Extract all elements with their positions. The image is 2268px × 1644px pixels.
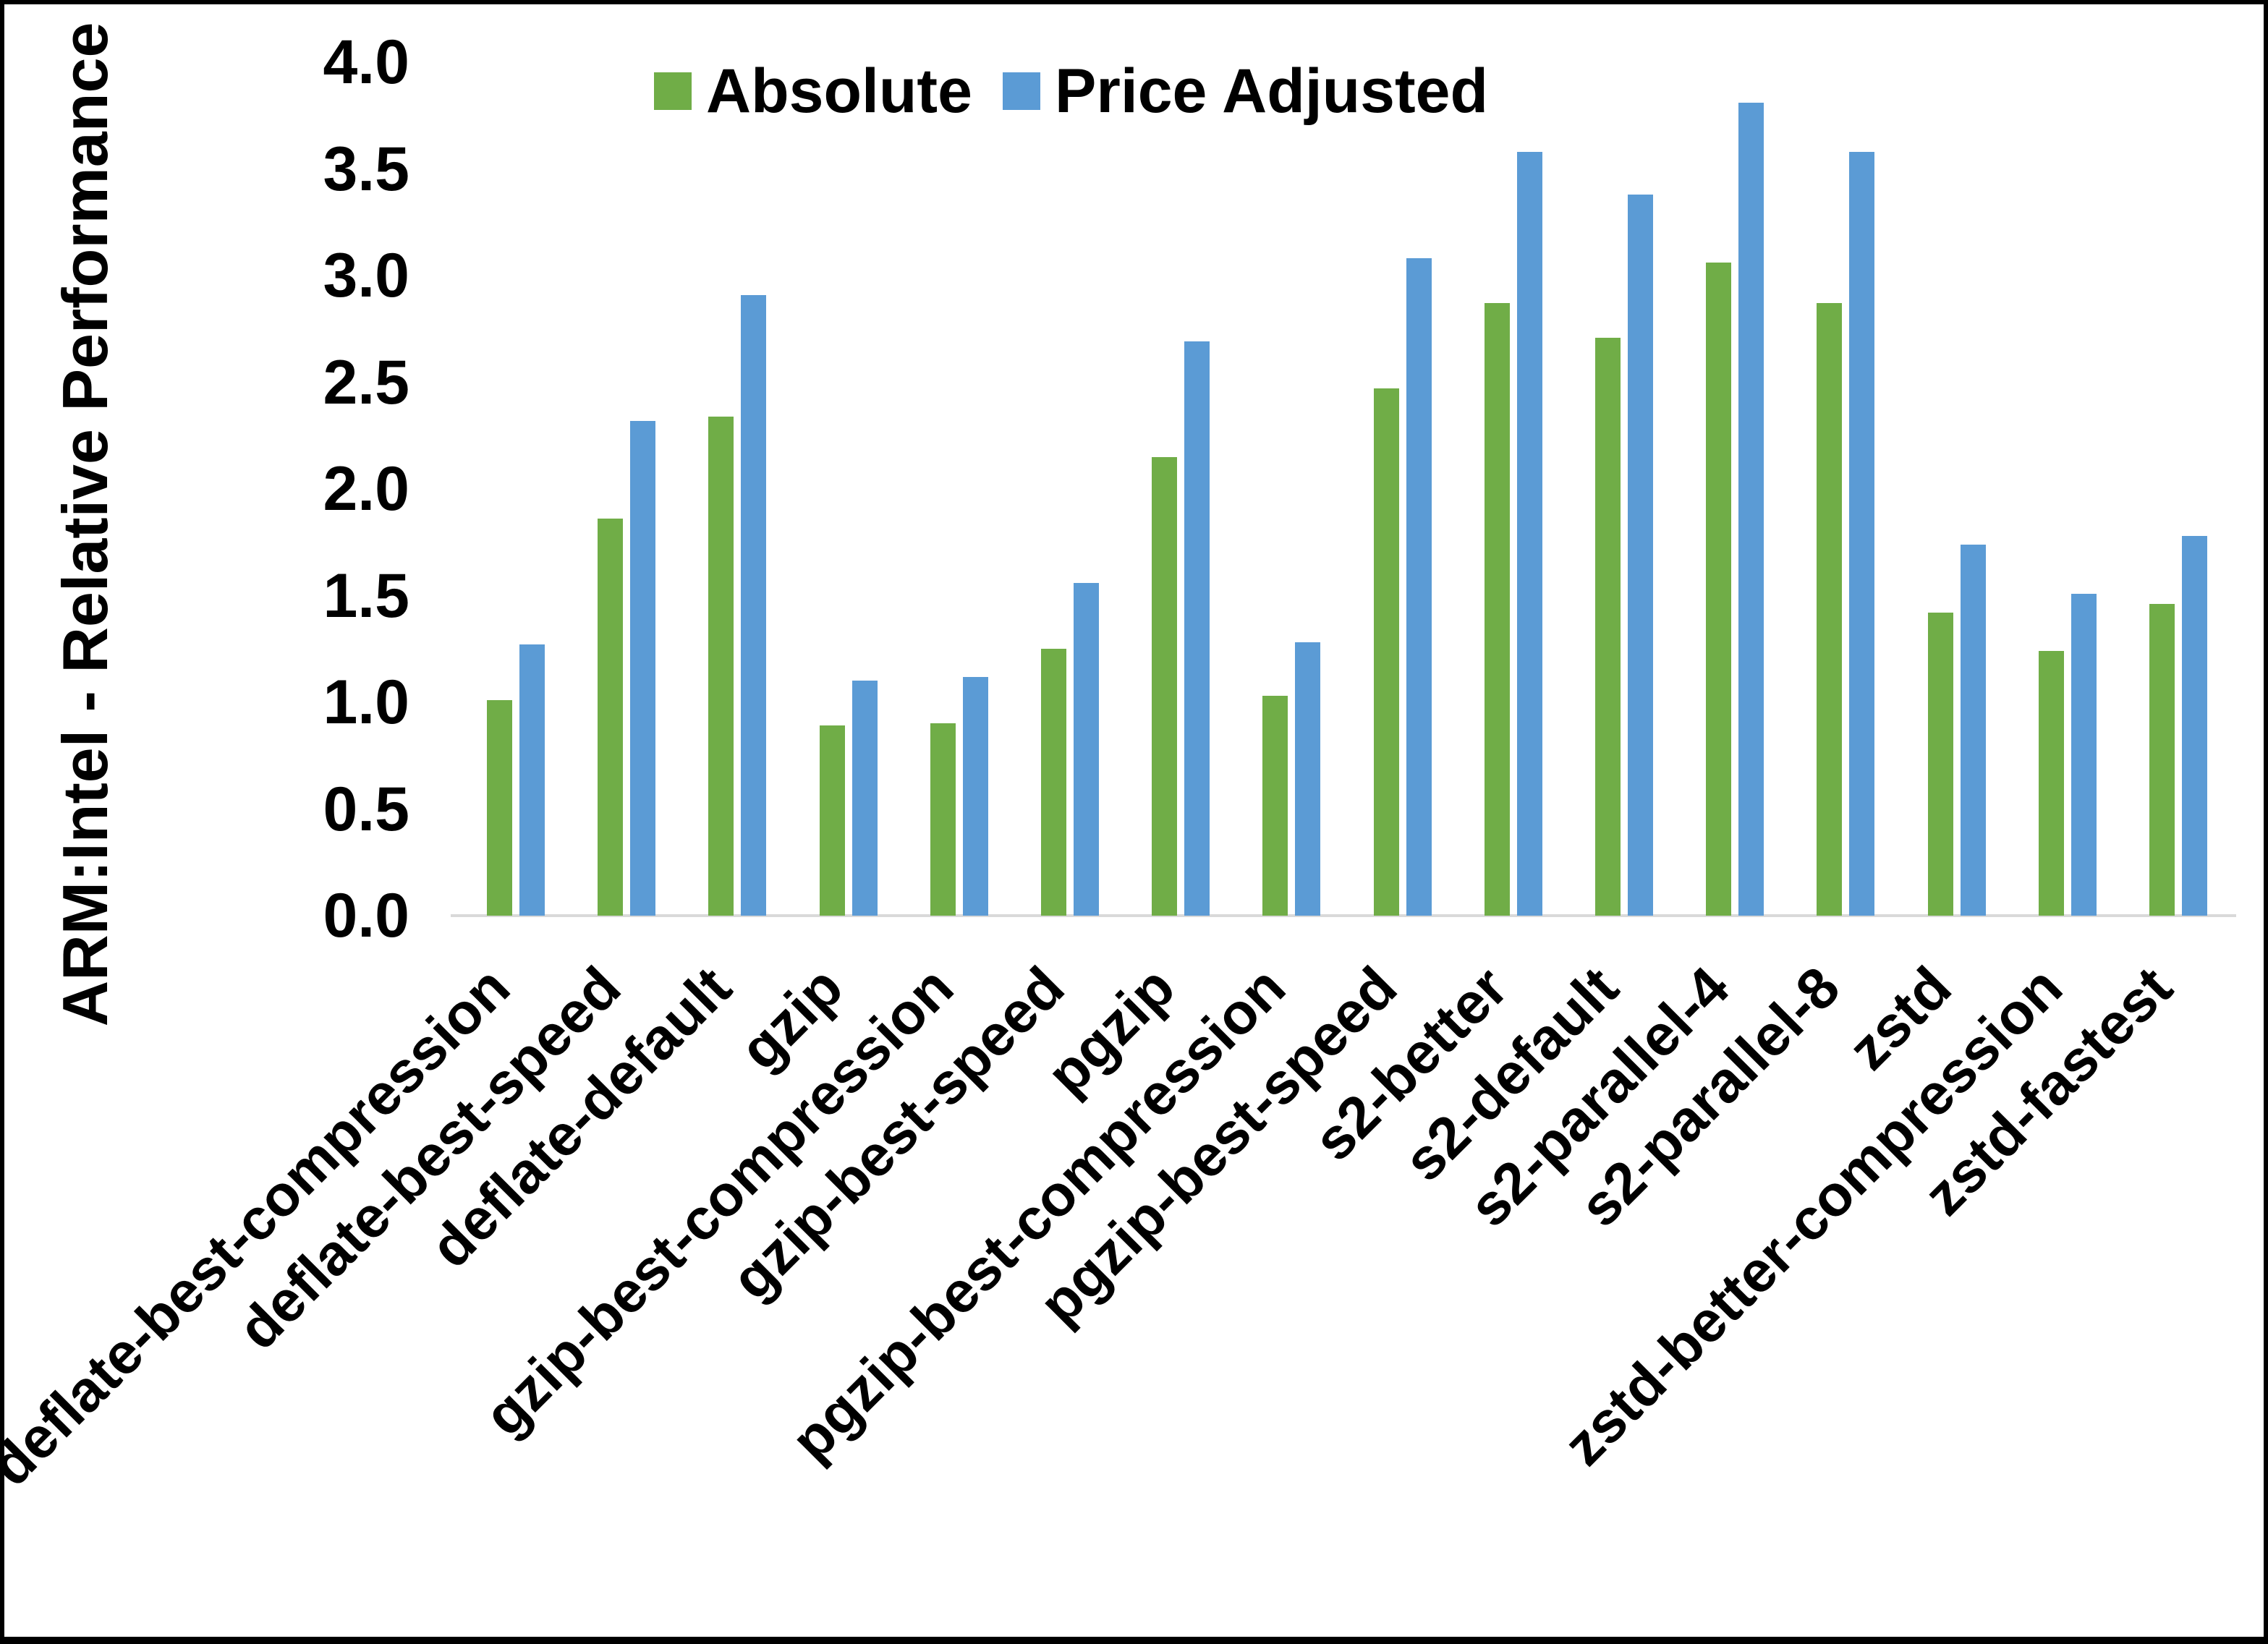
bar-pgzip-best-compression-absolute	[1262, 696, 1288, 916]
bar-zstd-absolute	[1928, 613, 1953, 916]
y-tick-label: 0.0	[323, 881, 409, 950]
legend-item-absolute: Absolute	[654, 56, 972, 126]
bar-gzip-best-speed-price-adjusted	[1074, 583, 1099, 916]
y-tick-label: 1.0	[323, 668, 409, 737]
bar-s2-default-absolute	[1595, 338, 1621, 916]
bar-pgzip-absolute	[1152, 457, 1177, 916]
y-tick-label: 0.5	[323, 774, 409, 844]
y-tick-label: 1.5	[323, 561, 409, 631]
bar-zstd-better-compression-absolute	[2039, 651, 2064, 916]
legend-label-absolute: Absolute	[706, 56, 972, 126]
bar-deflate-best-compression-absolute	[487, 700, 512, 916]
y-tick-label: 4.0	[323, 27, 409, 97]
bar-deflate-default-absolute	[708, 417, 734, 916]
bar-pgzip-best-compression-price-adjusted	[1295, 642, 1320, 916]
bar-gzip-best-compression-absolute	[930, 723, 956, 916]
bar-zstd-fastest-price-adjusted	[2182, 536, 2207, 916]
bar-s2-default-price-adjusted	[1628, 195, 1653, 916]
x-axis-line	[451, 914, 2236, 917]
bar-deflate-default-price-adjusted	[741, 295, 766, 916]
bar-deflate-best-compression-price-adjusted	[519, 644, 545, 916]
bar-deflate-best-speed-price-adjusted	[630, 421, 655, 916]
y-tick-label: 2.5	[323, 347, 409, 417]
y-tick-label: 2.0	[323, 454, 409, 524]
bar-gzip-price-adjusted	[852, 681, 878, 916]
bar-s2-parallel-4-price-adjusted	[1738, 103, 1764, 916]
bar-gzip-absolute	[820, 725, 845, 916]
legend-item-price-adjusted: Price Adjusted	[1003, 56, 1488, 126]
bar-deflate-best-speed-absolute	[598, 519, 623, 916]
legend-label-price-adjusted: Price Adjusted	[1055, 56, 1488, 126]
bar-zstd-better-compression-price-adjusted	[2071, 594, 2097, 916]
bar-s2-parallel-8-price-adjusted	[1849, 152, 1874, 916]
bar-pgzip-best-speed-price-adjusted	[1406, 258, 1432, 916]
bar-zstd-fastest-absolute	[2149, 604, 2175, 916]
legend-swatch-absolute	[654, 72, 692, 110]
bar-s2-better-absolute	[1485, 303, 1510, 916]
y-tick-label: 3.0	[323, 241, 409, 310]
bar-s2-parallel-4-absolute	[1706, 263, 1731, 916]
bar-gzip-best-speed-absolute	[1041, 649, 1066, 916]
legend-swatch-price-adjusted	[1003, 72, 1040, 110]
bar-s2-parallel-8-absolute	[1817, 303, 1842, 916]
y-tick-label: 3.5	[323, 134, 409, 204]
y-axis-title: ARM:Intel - Relative Performance	[49, 22, 121, 1027]
bar-pgzip-best-speed-absolute	[1374, 388, 1399, 916]
bar-pgzip-price-adjusted	[1184, 341, 1210, 916]
bar-zstd-price-adjusted	[1961, 545, 1986, 916]
bar-s2-better-price-adjusted	[1517, 152, 1542, 916]
bar-gzip-best-compression-price-adjusted	[963, 677, 988, 916]
